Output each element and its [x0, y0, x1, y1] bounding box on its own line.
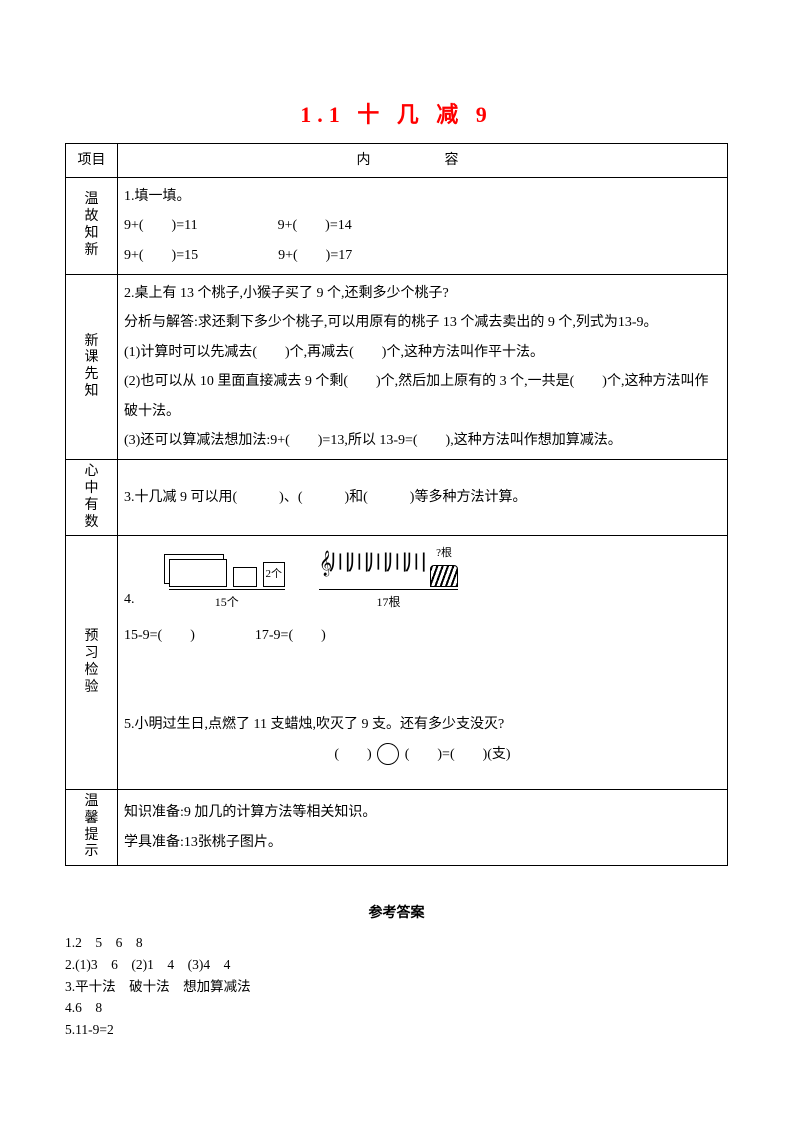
circle-operator-icon [377, 743, 399, 765]
header-content: 内 容 [118, 143, 728, 177]
bundle-icon [430, 565, 458, 587]
tips-line2: 学具准备:13张桃子图片。 [124, 828, 721, 857]
q5-left: ( ) [334, 747, 371, 762]
fig-left-label: 15个 [169, 589, 286, 615]
q2-p1: (1)计算时可以先减去( )个,再减去( )个,这种方法叫作平十法。 [124, 338, 721, 367]
boxes-icon [169, 559, 227, 587]
fig-right-label: 17根 [319, 589, 458, 615]
header-row: 项目 内 容 [66, 143, 728, 177]
worksheet-table: 项目 内 容 温故知新 1.填一填。 9+( )=11 9+( )=14 9+(… [65, 143, 728, 867]
q4-eq1: 15-9=( ) [124, 621, 195, 650]
q2-p2: (2)也可以从 10 里面直接减去 9 个剩( )个,然后加上原有的 3 个,一… [124, 367, 721, 426]
section-xinzhongyoushu: 心中有数 3.十几减 9 可以用( )、( )和( )等多种方法计算。 [66, 460, 728, 536]
tips-line1: 知识准备:9 加几的计算方法等相关知识。 [124, 798, 721, 827]
q2-p3: (3)还可以算减法想加法:9+( )=13,所以 13-9=( ),这种方法叫作… [124, 426, 721, 455]
ans-3: 3.平十法 破十法 想加算减法 [65, 976, 728, 998]
header-item: 项目 [66, 143, 118, 177]
ans-1: 1.2 5 6 8 [65, 932, 728, 954]
q1-eq3: 9+( )=15 [124, 241, 198, 270]
side-label-4: 预习检验 [66, 536, 118, 790]
q2-analysis: 分析与解答:求还剩下多少个桃子,可以用原有的桃子 13 个减去卖出的 9 个,列… [124, 308, 721, 337]
q4-eq2: 17-9=( ) [255, 621, 326, 650]
side-label-2: 新课先知 [66, 274, 118, 459]
q5-expression: ( ) ( )=( )(支) [124, 740, 721, 769]
q5-mid: ( )=( )(支) [405, 747, 511, 762]
side-label-3: 心中有数 [66, 460, 118, 536]
q1-label: 1.填一填。 [124, 182, 721, 211]
q4-prefix: 4. [124, 585, 135, 614]
answers-heading: 参考答案 [65, 901, 728, 926]
ans-2: 2.(1)3 6 (2)1 4 (3)4 4 [65, 954, 728, 976]
fig-right: 𝄞川川川川川 ?根 17根 [319, 540, 458, 614]
section-yuxijianyan: 预习检验 4. 2个 15个 𝄞川川川川川 [66, 536, 728, 790]
fig-left: 2个 15个 [169, 559, 286, 615]
q2-intro: 2.桌上有 13 个桃子,小猴子买了 9 个,还剩多少个桃子? [124, 279, 721, 308]
content-4: 4. 2个 15个 𝄞川川川川川 ?根 [118, 536, 728, 790]
ans-5: 5.11-9=2 [65, 1019, 728, 1041]
q1-eq4: 9+( )=17 [278, 241, 352, 270]
box-small-icon [233, 567, 257, 587]
q4-figures: 4. 2个 15个 𝄞川川川川川 ?根 [124, 540, 721, 614]
q3: 3.十几减 9 可以用( )、( )和( )等多种方法计算。 [124, 483, 721, 512]
section-wenguzhixin: 温故知新 1.填一填。 9+( )=11 9+( )=14 9+( )=15 9… [66, 177, 728, 274]
ans-4: 4.6 8 [65, 997, 728, 1019]
content-5: 知识准备:9 加几的计算方法等相关知识。 学具准备:13张桃子图片。 [118, 790, 728, 866]
fig-right-top: ?根 [436, 542, 452, 565]
q1-eq1: 9+( )=11 [124, 211, 198, 240]
q1-eq2: 9+( )=14 [278, 211, 352, 240]
content-2: 2.桌上有 13 个桃子,小猴子买了 9 个,还剩多少个桃子? 分析与解答:求还… [118, 274, 728, 459]
side-label-1: 温故知新 [66, 177, 118, 274]
q5-text: 5.小明过生日,点燃了 11 支蜡烛,吹灭了 9 支。还有多少支没灭? [124, 710, 721, 739]
page-title: 1.1 十 几 减 9 [65, 95, 728, 135]
side-label-5: 温馨提示 [66, 790, 118, 866]
sticks-icon: 𝄞川川川川川 [319, 540, 424, 586]
content-3: 3.十几减 9 可以用( )、( )和( )等多种方法计算。 [118, 460, 728, 536]
fig-left-small: 2个 [263, 562, 286, 587]
section-wenxintishi: 温馨提示 知识准备:9 加几的计算方法等相关知识。 学具准备:13张桃子图片。 [66, 790, 728, 866]
section-xinkexianzhi: 新课先知 2.桌上有 13 个桃子,小猴子买了 9 个,还剩多少个桃子? 分析与… [66, 274, 728, 459]
answers-block: 1.2 5 6 8 2.(1)3 6 (2)1 4 (3)4 4 3.平十法 破… [65, 932, 728, 1040]
content-1: 1.填一填。 9+( )=11 9+( )=14 9+( )=15 9+( )=… [118, 177, 728, 274]
